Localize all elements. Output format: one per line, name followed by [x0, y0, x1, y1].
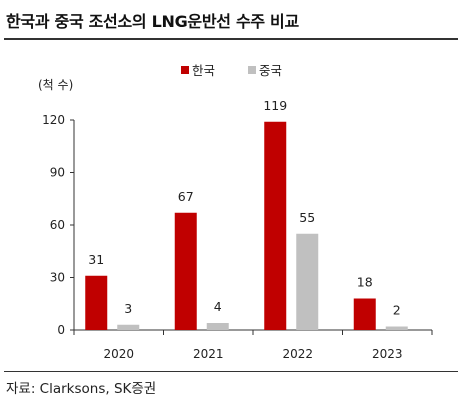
y-tick-label-60: 60	[50, 218, 65, 232]
data-label-korea-2021: 67	[178, 189, 194, 204]
title-rule	[4, 38, 458, 40]
legend-label-1: 한국	[192, 63, 215, 78]
bar-korea-2022	[264, 121, 287, 330]
data-label-korea-2023: 18	[357, 275, 373, 290]
legend-label-2: 중국	[259, 63, 282, 78]
data-label-china-2020: 3	[124, 301, 132, 316]
y-tick-label-0: 0	[57, 323, 65, 337]
bar-korea-2023	[353, 298, 376, 330]
data-label-china-2022: 55	[299, 210, 315, 225]
data-label-korea-2020: 31	[88, 252, 104, 267]
data-label-china-2021: 4	[214, 299, 222, 314]
chart-title: 한국과 중국 조선소의 LNG운반선 수주 비교	[6, 12, 299, 31]
legend-swatch-1	[181, 66, 189, 74]
x-tick-label-2023: 2023	[372, 347, 403, 361]
source-rule	[4, 371, 458, 372]
data-label-china-2023: 2	[393, 303, 401, 318]
bar-korea-2020	[85, 275, 108, 330]
x-tick-label-2021: 2021	[193, 347, 224, 361]
bar-chart: (척 수) 한국 중국 0 30 60 90 120 2020 31 3 2021 67 4 2022 119…	[38, 63, 433, 361]
bar-china-2020	[117, 324, 140, 330]
x-tick-label-2020: 2020	[103, 347, 134, 361]
y-tick-label-90: 90	[50, 166, 65, 180]
legend-swatch-2	[248, 66, 256, 74]
y-tick-label-120: 120	[42, 113, 65, 127]
bar-china-2023	[385, 326, 408, 330]
bar-china-2022	[296, 233, 319, 330]
y-axis-unit-label: (척 수)	[38, 78, 73, 92]
bar-korea-2021	[174, 212, 197, 330]
data-label-korea-2022: 119	[263, 98, 287, 113]
y-tick-label-30: 30	[50, 271, 65, 285]
bar-china-2021	[206, 323, 229, 330]
source-note: 자료: Clarksons, SK증권	[6, 381, 157, 397]
x-tick-label-2022: 2022	[282, 347, 313, 361]
